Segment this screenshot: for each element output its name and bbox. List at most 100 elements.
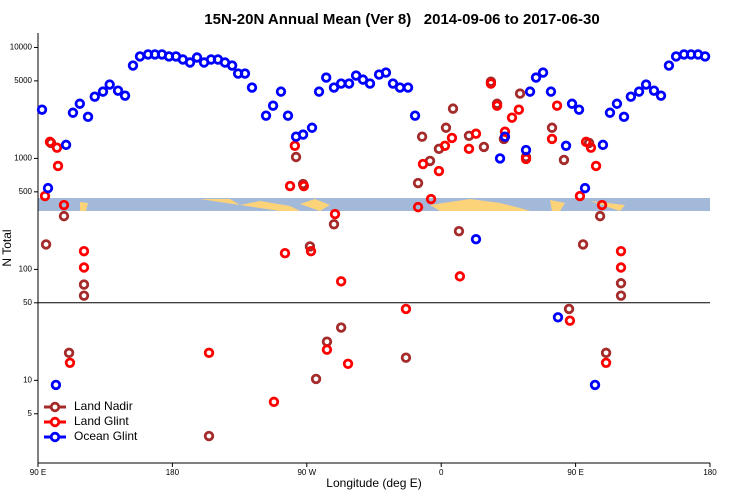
point — [463, 143, 475, 155]
point — [546, 133, 558, 145]
y-tick-label: 10000 — [10, 43, 33, 52]
point — [63, 347, 75, 359]
point — [580, 136, 592, 148]
point — [58, 210, 70, 222]
point — [321, 344, 333, 355]
point — [546, 122, 558, 133]
point — [191, 52, 203, 63]
point — [104, 79, 115, 90]
point — [402, 82, 414, 93]
point — [440, 122, 452, 133]
point — [52, 160, 64, 172]
point — [537, 67, 549, 78]
point — [342, 358, 354, 370]
point — [600, 357, 612, 368]
legend-label: Land Nadir — [74, 399, 133, 413]
point — [268, 396, 280, 408]
point — [552, 312, 564, 323]
point — [412, 177, 424, 189]
point — [545, 86, 557, 97]
point — [530, 72, 542, 83]
point — [306, 122, 318, 133]
point — [74, 98, 86, 109]
point — [304, 241, 316, 252]
point — [50, 379, 62, 391]
point — [520, 153, 532, 165]
point — [494, 153, 506, 164]
y-tick-label: 50 — [23, 298, 32, 307]
point — [282, 110, 294, 121]
point — [663, 60, 675, 71]
chart-title: 15N-20N Annual Mean (Ver 8) 2014-09-06 t… — [204, 11, 599, 28]
point — [58, 199, 70, 211]
x-tick-label: 90 W — [297, 468, 316, 477]
point — [600, 347, 612, 359]
point — [226, 60, 238, 71]
point — [615, 262, 627, 273]
point — [648, 85, 660, 96]
point — [524, 86, 536, 97]
point — [412, 201, 424, 213]
point — [640, 79, 652, 90]
point — [470, 234, 482, 245]
point — [78, 245, 90, 257]
point — [400, 303, 412, 315]
point — [267, 100, 279, 111]
point — [297, 129, 309, 140]
point — [453, 225, 465, 237]
point — [112, 85, 124, 96]
point — [329, 208, 341, 220]
point — [239, 68, 251, 79]
point — [633, 86, 645, 97]
point — [574, 190, 586, 202]
point — [134, 51, 146, 62]
point — [558, 154, 570, 166]
point — [433, 165, 445, 177]
point — [39, 190, 51, 202]
point — [78, 290, 90, 301]
point — [590, 160, 602, 172]
point — [563, 303, 575, 315]
point — [425, 193, 437, 205]
x-tick-label: 90 E — [567, 468, 583, 477]
point — [478, 141, 490, 153]
point — [409, 110, 421, 121]
point — [699, 51, 711, 62]
point — [604, 107, 616, 118]
point — [275, 86, 287, 97]
point — [597, 139, 609, 151]
point — [520, 144, 532, 156]
x-tick-label: 0 — [439, 468, 444, 477]
point — [328, 82, 340, 93]
point — [514, 88, 526, 99]
point — [321, 336, 333, 347]
point — [551, 100, 563, 111]
point — [618, 111, 630, 123]
point — [447, 103, 459, 114]
point — [416, 131, 428, 142]
map-strip — [38, 198, 710, 211]
point — [615, 245, 627, 257]
point — [454, 271, 466, 282]
point — [78, 262, 90, 273]
point — [417, 158, 429, 170]
point — [380, 67, 392, 78]
x-tick-label: 180 — [166, 468, 180, 477]
point — [364, 78, 376, 89]
y-tick-label: 5 — [28, 409, 33, 418]
legend-label: Land Glint — [74, 414, 129, 428]
point — [394, 82, 406, 93]
point — [670, 51, 682, 62]
y-tick-label: 5000 — [14, 76, 32, 85]
point — [446, 132, 458, 144]
point — [499, 126, 511, 137]
legend-marker — [49, 431, 61, 443]
point — [60, 139, 72, 151]
point — [40, 239, 52, 250]
point — [279, 247, 291, 259]
point — [566, 98, 578, 109]
point — [573, 104, 585, 115]
point — [284, 180, 296, 192]
point — [585, 142, 597, 153]
